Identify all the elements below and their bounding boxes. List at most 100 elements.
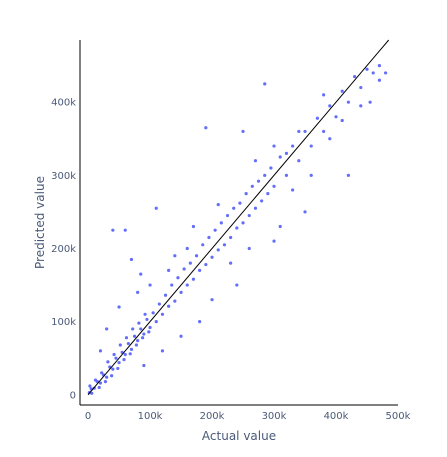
scatter-point — [278, 224, 282, 229]
scatter-point — [112, 352, 116, 357]
x-tick-label: 500k — [386, 411, 411, 422]
scatter-point — [291, 188, 295, 192]
scatter-point — [179, 290, 183, 294]
x-tick-label: 200k — [200, 411, 225, 422]
y-tick-label: 200k — [51, 244, 76, 255]
scatter-points — [87, 64, 388, 395]
scatter-point — [353, 74, 357, 79]
scatter-point — [185, 283, 189, 287]
scatter-point — [145, 317, 149, 322]
scatter-point — [322, 129, 326, 134]
scatter-point — [105, 375, 109, 379]
scatter-point — [263, 173, 267, 177]
scatter-point — [346, 173, 351, 177]
fit-line — [87, 39, 390, 396]
scatter-point — [340, 118, 344, 123]
scatter-point — [129, 347, 134, 352]
scatter-point — [154, 206, 158, 210]
fit-line-layer — [87, 39, 390, 396]
scatter-point — [216, 202, 220, 207]
scatter-point — [100, 371, 104, 375]
scatter-point — [247, 213, 251, 218]
scatter-point — [297, 129, 301, 134]
scatter-point — [238, 201, 242, 205]
scatter-point — [232, 206, 236, 210]
scatter-point — [147, 330, 151, 334]
scatter-point — [278, 155, 282, 159]
scatter-point — [110, 374, 114, 378]
y-tick-label: 300k — [51, 171, 76, 182]
scatter-point — [322, 93, 326, 97]
scatter-point — [93, 378, 98, 382]
scatter-point — [210, 298, 214, 302]
scatter-point — [272, 144, 276, 148]
scatter-point — [284, 173, 289, 177]
scatter-point — [315, 116, 320, 120]
scatter-point — [88, 384, 92, 388]
scatter-point — [263, 82, 267, 86]
scatter-point — [173, 299, 177, 303]
scatter-point — [167, 268, 171, 273]
scatter-point — [124, 336, 129, 340]
y-axis-title: Predicted value — [33, 176, 47, 269]
scatter-point — [129, 257, 134, 262]
scatter-point — [116, 366, 120, 371]
scatter-point — [111, 367, 115, 371]
scatter-point — [122, 358, 126, 362]
scatter-point — [98, 349, 103, 353]
scatter-point — [142, 363, 146, 368]
scatter-point — [139, 272, 143, 276]
scatter-point — [185, 246, 189, 251]
scatter-point — [194, 254, 199, 258]
scatter-point — [256, 179, 261, 183]
scatter-point — [291, 144, 295, 148]
scatter-point — [222, 243, 227, 247]
scatter-point — [136, 339, 140, 343]
scatter-point — [201, 243, 205, 247]
scatter-point — [359, 85, 363, 90]
scatter-point — [117, 360, 121, 365]
scatter-point — [118, 343, 122, 347]
scatter-point — [365, 67, 369, 71]
scatter-point — [90, 391, 94, 395]
scatter-point — [98, 381, 103, 385]
x-axis-ticks: 0 100k 200k 300k 400k 500k — [85, 411, 411, 422]
scatter-point — [123, 228, 127, 232]
scatter-point — [176, 276, 180, 280]
scatter-point — [188, 261, 192, 265]
scatter-point — [103, 379, 108, 384]
scatter-point — [191, 277, 196, 281]
scatter-point — [173, 254, 177, 258]
scatter-point — [216, 248, 220, 252]
scatter-point — [128, 352, 132, 356]
scatter-point — [204, 262, 208, 267]
scatter-point — [241, 221, 245, 225]
scatter-point — [253, 159, 258, 163]
scatter-point — [131, 327, 135, 331]
scatter-point — [359, 104, 363, 108]
scatter-point — [151, 311, 155, 315]
scatter-point — [198, 320, 202, 324]
scatter-point — [114, 356, 118, 360]
scatter-point — [303, 129, 307, 134]
scatter-point — [340, 89, 344, 93]
scatter-point — [97, 385, 101, 390]
y-tick-label: 400k — [51, 98, 76, 109]
scatter-point — [272, 184, 276, 188]
scatter-point — [244, 192, 248, 196]
scatter-point — [141, 336, 145, 340]
x-tick-label: 100k — [138, 411, 163, 422]
y-tick-label: 100k — [51, 317, 76, 328]
scatter-point — [272, 239, 276, 243]
scatter-point — [148, 283, 152, 287]
scatter-point — [229, 261, 233, 265]
scatter-point — [179, 334, 183, 338]
scatter-point — [160, 349, 165, 353]
scatter-point — [213, 228, 217, 232]
scatter-point — [219, 221, 223, 225]
scatter-point — [269, 166, 273, 170]
scatter-point — [284, 151, 289, 155]
scatter-point — [111, 228, 115, 232]
